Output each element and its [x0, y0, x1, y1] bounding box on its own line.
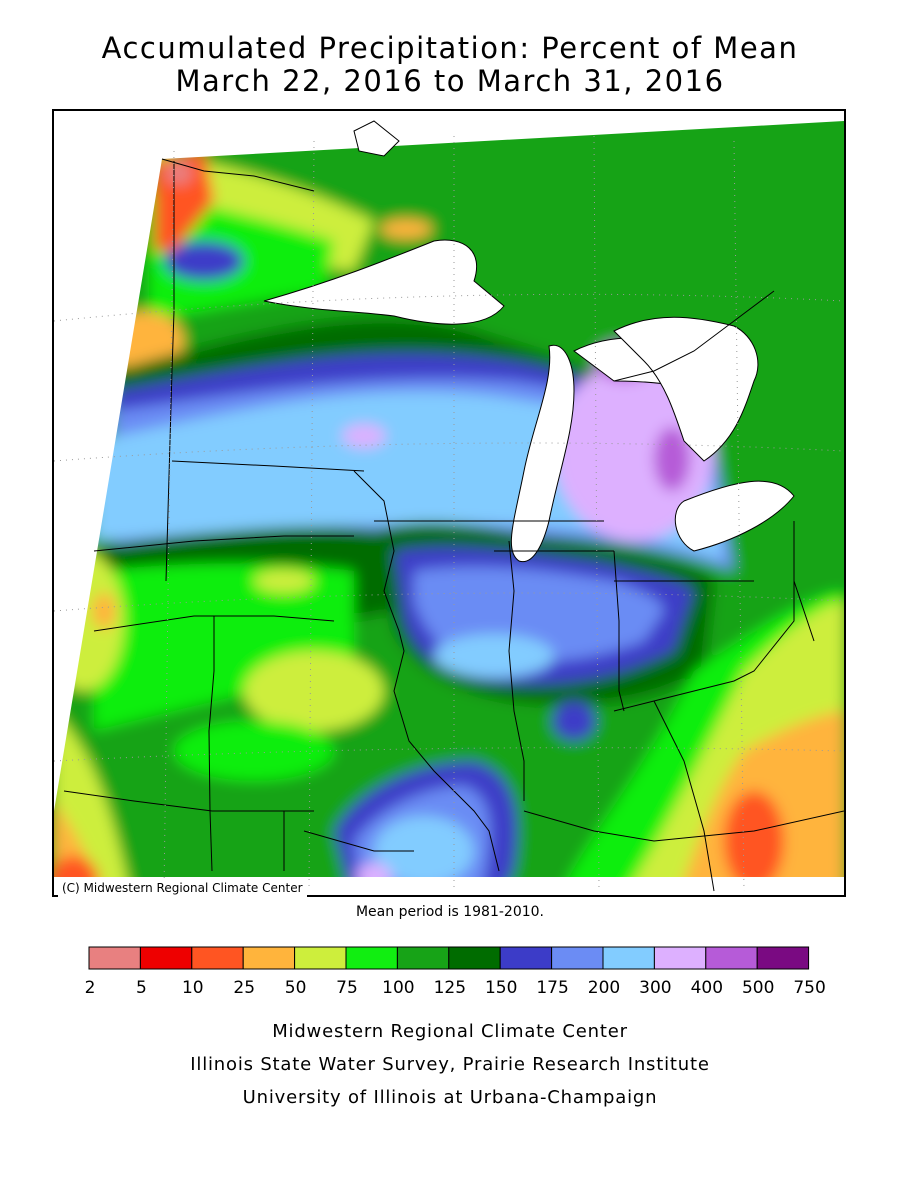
great-lakes — [263, 120, 795, 563]
copyright-label: (C) Midwestern Regional Climate Center — [58, 880, 307, 897]
legend-tick-label: 150 — [485, 978, 517, 998]
legend-swatch — [139, 946, 193, 970]
precipitation-map — [52, 109, 846, 897]
mean-period-note: Mean period is 1981-2010. — [355, 904, 545, 920]
legend-swatch — [448, 946, 501, 970]
legend-tick-label: 5 — [136, 978, 147, 998]
legend-tick-label: 300 — [639, 978, 671, 998]
legend-swatch — [396, 946, 450, 970]
legend-tick-label: 750 — [793, 978, 825, 998]
credit-mrcc: Midwestern Regional Climate Center — [272, 1021, 628, 1042]
legend-swatch — [88, 946, 141, 970]
legend-swatch — [653, 946, 707, 970]
legend-swatch — [602, 946, 655, 970]
credit-uiuc: University of Illinois at Urbana-Champai… — [242, 1087, 658, 1108]
legend-swatch — [345, 946, 398, 970]
legend-tick-label: 125 — [434, 978, 466, 998]
legend-swatch — [294, 946, 347, 970]
legend-tick-label: 25 — [233, 978, 255, 998]
legend-tick-label: 400 — [691, 978, 723, 998]
legend-swatch — [756, 946, 810, 970]
date-range-title: March 22, 2016 to March 31, 2016 — [175, 64, 725, 98]
legend-swatch — [551, 946, 604, 970]
legend-tick-label: 75 — [336, 978, 358, 998]
legend-tick-label: 500 — [742, 978, 774, 998]
state-boundaries — [63, 158, 844, 892]
legend-tick-label: 10 — [182, 978, 204, 998]
legend-tick-label: 175 — [536, 978, 568, 998]
legend-swatch — [191, 946, 244, 970]
legend-tick-label: 200 — [588, 978, 620, 998]
credit-isws: Illinois State Water Survey, Prairie Res… — [190, 1054, 710, 1075]
legend-tick-label: 100 — [382, 978, 414, 998]
map-graphic — [54, 120, 844, 892]
color-legend: 2 5 10 25 50 75 100 125 150 175 200 300 400 500 750 — [85, 946, 826, 998]
legend-tick-label: 2 — [85, 978, 96, 998]
legend-swatch — [499, 946, 553, 970]
map-title: Accumulated Precipitation: Percent of Me… — [101, 31, 799, 65]
legend-swatch — [705, 946, 758, 970]
legend-tick-label: 50 — [285, 978, 307, 998]
legend-swatch — [242, 946, 296, 970]
